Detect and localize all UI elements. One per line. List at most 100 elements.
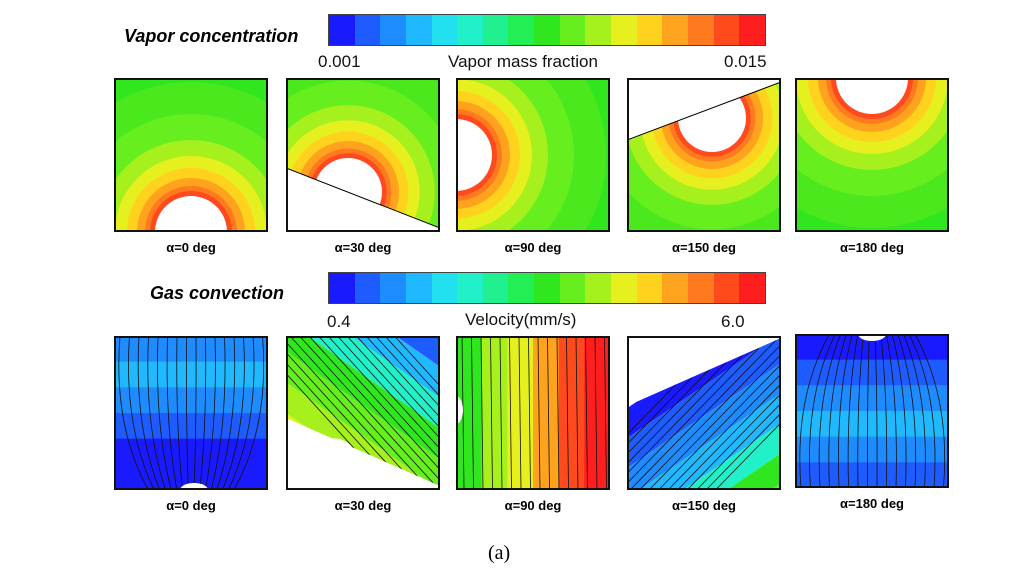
streamline [327, 336, 440, 460]
gas-section-title: Gas convection [150, 283, 285, 303]
vapor-panel-90deg [456, 78, 610, 232]
vapor-panel-180deg [795, 78, 949, 232]
streamline [461, 336, 465, 490]
vapor-colorbar-max: 0.015 [724, 52, 767, 71]
streamline [648, 353, 781, 490]
streamline [471, 336, 474, 490]
streamline [337, 336, 440, 450]
streamline [216, 336, 236, 490]
velocity-band [627, 363, 781, 490]
gas-panel-30deg [286, 336, 440, 490]
gas-panel-0deg [114, 336, 268, 490]
streamline [686, 392, 781, 490]
streamline [233, 336, 265, 490]
streamline [480, 336, 484, 490]
vapor-colorbar [328, 14, 766, 46]
streamline [867, 334, 870, 488]
streamline [705, 412, 781, 490]
streamline [838, 334, 853, 488]
velocity-band [795, 462, 949, 488]
streamline [210, 336, 226, 490]
vapor-panel-caption: α=180 deg [840, 240, 904, 255]
streamline [575, 336, 579, 490]
velocity-band [533, 336, 560, 490]
gas-panel-150deg [627, 336, 781, 490]
streamline [627, 336, 762, 475]
colorbar-swatch [585, 273, 612, 303]
vapor-panel-0deg [114, 78, 268, 232]
streamline [318, 336, 440, 471]
colorbar-swatch [559, 15, 586, 45]
streamline [594, 336, 598, 490]
streamline [509, 336, 512, 490]
colorbar-swatch [713, 273, 740, 303]
streamline [365, 336, 440, 418]
gas-colorbar-label: Velocity(mm/s) [465, 310, 577, 329]
streamline [518, 336, 522, 490]
streamline [585, 336, 588, 490]
colorbar-swatch [508, 15, 535, 45]
colorbar-swatch [739, 273, 765, 303]
streamline [193, 336, 197, 490]
colorbar-swatch [713, 15, 740, 45]
streamline [547, 336, 550, 490]
streamline [147, 336, 166, 490]
streamline [299, 336, 440, 490]
streamline [222, 336, 245, 490]
colorbar-swatch [482, 15, 509, 45]
streamline [356, 336, 440, 429]
vapor-panel-caption: α=30 deg [334, 240, 392, 255]
velocity-band [114, 361, 268, 389]
velocity-band [795, 385, 949, 412]
velocity-band [795, 436, 949, 464]
streamline [914, 334, 946, 488]
streamline [556, 336, 560, 490]
streamline [499, 336, 503, 490]
figure-caption: (a) [488, 542, 511, 564]
colorbar-swatch [636, 273, 663, 303]
streamline [375, 336, 440, 408]
streamline [137, 336, 161, 490]
colorbar-swatch [662, 15, 688, 45]
vapor-section-title: Vapor concentration [124, 26, 299, 46]
colorbar-swatch [329, 273, 355, 303]
gas-panel-180deg [795, 334, 949, 488]
colorbar-swatch [739, 15, 765, 45]
colorbar-swatch [636, 15, 663, 45]
colorbar-swatch [508, 273, 535, 303]
streamline [828, 334, 847, 488]
colorbar-swatch [457, 15, 483, 45]
velocity-band [114, 413, 268, 440]
streamline [490, 336, 493, 490]
vapor-panel-30deg [286, 78, 440, 232]
velocity-band [795, 411, 949, 438]
vapor-panel-caption: α=0 deg [166, 240, 216, 255]
streamline [199, 336, 207, 490]
colorbar-swatch [534, 15, 560, 45]
vapor-colorbar-min: 0.001 [318, 52, 361, 71]
streamline [384, 336, 440, 398]
colorbar-swatch [482, 273, 509, 303]
streamline [157, 336, 172, 490]
streamline [897, 334, 917, 488]
streamline [205, 336, 216, 490]
streamline [308, 336, 440, 481]
streamline [696, 402, 781, 490]
streamline [715, 422, 781, 490]
velocity-band [286, 336, 440, 460]
colorbar-swatch [559, 273, 586, 303]
gas-panel-caption: α=150 deg [672, 498, 736, 513]
gas-colorbar [328, 272, 766, 304]
streamline [677, 383, 781, 490]
gas-colorbar-max: 6.0 [721, 312, 745, 331]
vapor-panel-caption: α=90 deg [504, 240, 562, 255]
gas-colorbar-min: 0.4 [327, 312, 351, 331]
gas-panel-caption: α=30 deg [334, 498, 392, 513]
streamline [394, 336, 440, 387]
streamline [809, 334, 836, 488]
streamline [891, 334, 907, 488]
colorbar-swatch [380, 273, 406, 303]
colorbar-swatch [534, 273, 560, 303]
streamline [537, 336, 541, 490]
streamline [874, 334, 878, 488]
